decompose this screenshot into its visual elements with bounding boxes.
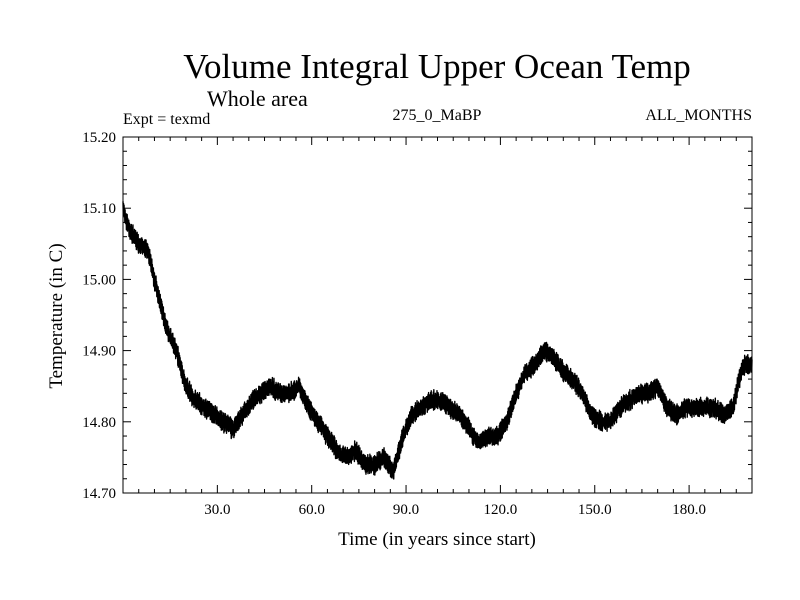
y-tick-label: 15.10 [82, 201, 116, 217]
x-axis-label: Time (in years since start) [338, 529, 536, 550]
chart-title: Volume Integral Upper Ocean Temp [183, 47, 690, 86]
x-tick-label: 120.0 [484, 502, 518, 518]
y-tick-label: 15.20 [82, 130, 116, 146]
x-tick-label: 150.0 [578, 502, 612, 518]
x-tick-label: 30.0 [204, 502, 230, 518]
plot-frame [122, 136, 753, 494]
months-label: ALL_MONTHS [645, 107, 752, 124]
x-tick-label: 90.0 [393, 502, 419, 518]
x-tick-label: 60.0 [299, 502, 325, 518]
y-tick-label: 14.70 [82, 486, 116, 502]
chart-subtitle: Whole area [207, 86, 308, 111]
x-axis: 30.0 60.0 90.0 120.0 150.0 180.0 [122, 137, 753, 518]
plot-area: 30.0 60.0 90.0 120.0 150.0 180.0 14.7014.8014… [82, 130, 753, 518]
y-tick-label: 14.90 [82, 344, 116, 360]
x-tick-label: 180.0 [672, 502, 706, 518]
y-axis-label: Temperature (in C) [46, 243, 67, 388]
period-label: 275_0_MaBP [393, 107, 482, 124]
y-tick-label: 15.00 [82, 272, 116, 288]
series-line [122, 201, 753, 480]
y-tick-label: 14.80 [82, 415, 116, 431]
experiment-label: Expt = texmd [123, 111, 210, 128]
y-axis: 14.70 14.80 14.90 15.00 15.10 15.20 [82, 130, 752, 502]
